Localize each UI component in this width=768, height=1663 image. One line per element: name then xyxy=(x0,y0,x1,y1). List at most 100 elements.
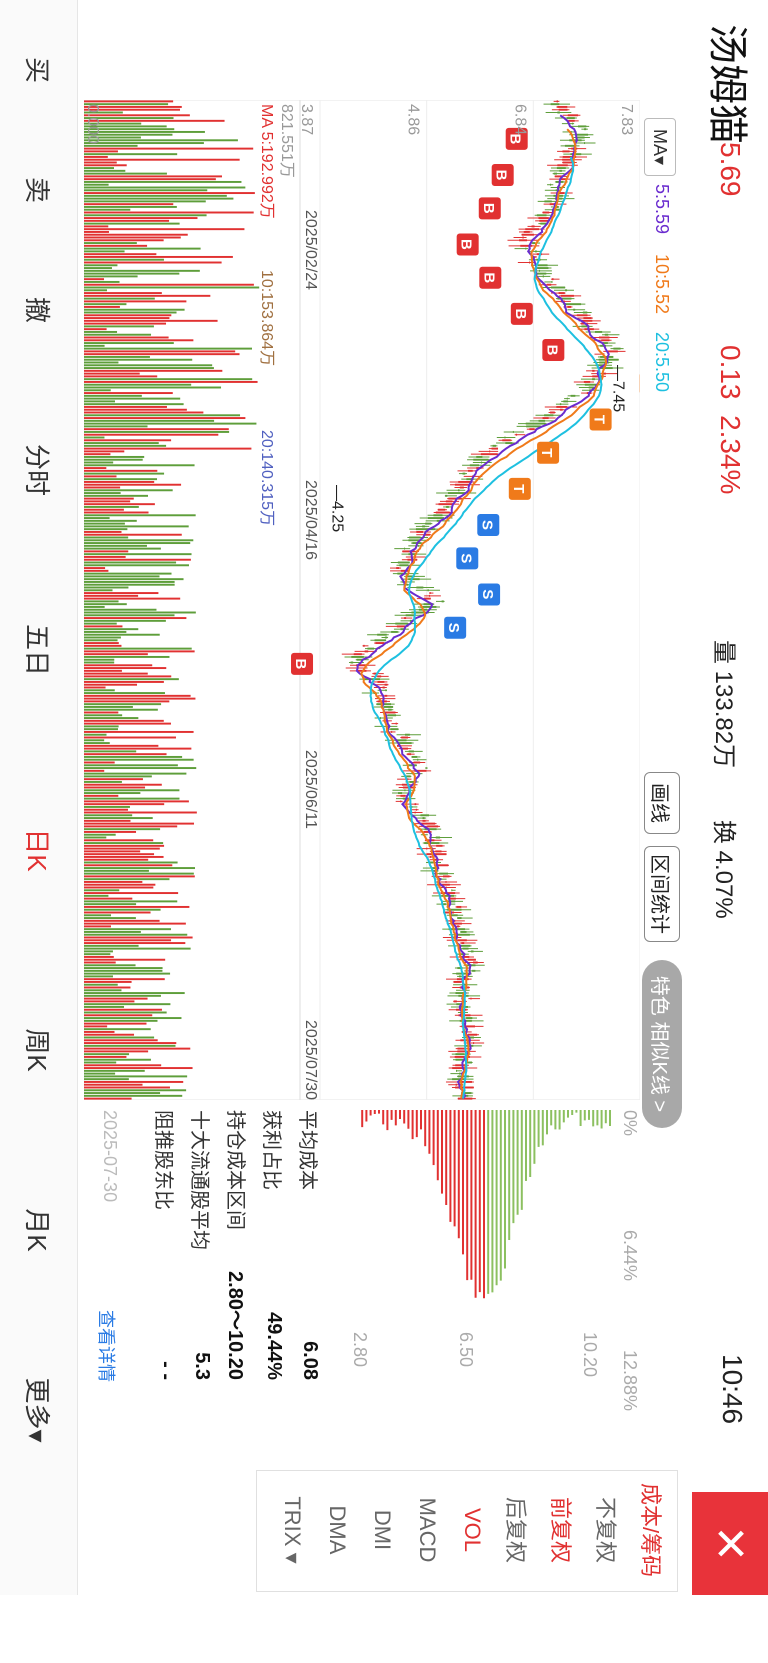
volume-bar xyxy=(84,459,143,461)
volume-bar xyxy=(84,753,167,755)
candle-body xyxy=(568,120,574,122)
candle-body xyxy=(454,1000,457,1002)
volume-bar xyxy=(84,873,194,875)
volume-bar xyxy=(84,553,192,555)
volume-bar xyxy=(84,770,104,772)
candle-body xyxy=(525,248,526,250)
volume-bar xyxy=(84,173,167,175)
volume-bar xyxy=(84,853,154,855)
volume-bar xyxy=(84,964,136,966)
candle-body xyxy=(406,584,408,586)
bottom-tab[interactable]: 撤 xyxy=(10,260,68,360)
candle-body xyxy=(458,489,460,491)
indicator-tab[interactable]: 成本/筹码 xyxy=(633,1475,671,1585)
candle-body xyxy=(462,948,468,950)
bottom-tab[interactable]: 五日 xyxy=(10,600,68,700)
candle-body xyxy=(351,662,354,664)
volume-bar xyxy=(84,953,110,955)
bottom-tab[interactable]: 月K xyxy=(10,1180,68,1280)
indicator-tab[interactable]: TRIX ▾ xyxy=(273,1475,311,1585)
indicator-tab[interactable]: MACD xyxy=(408,1475,446,1585)
volume-bar xyxy=(84,998,148,1000)
volume-bar xyxy=(84,775,152,777)
volume-bar xyxy=(84,584,175,586)
bottom-tab[interactable]: 买 xyxy=(10,20,68,120)
volume-bar xyxy=(84,881,142,883)
draw-line-button[interactable]: 画线 xyxy=(644,772,680,834)
candle-body xyxy=(559,170,562,172)
signal-label: S xyxy=(479,589,496,599)
signal-label: T xyxy=(510,484,527,493)
volume-bar xyxy=(84,384,191,386)
volume-bar xyxy=(84,406,167,408)
volume-bar xyxy=(84,1092,160,1094)
candle-body xyxy=(513,431,514,433)
low-annotation: —4.25 xyxy=(329,485,346,532)
volume-bar xyxy=(84,1098,132,1100)
similar-kline-button[interactable]: 特色 相似K线 > xyxy=(642,960,682,1128)
indicator-tab[interactable]: 不复权 xyxy=(588,1475,626,1585)
bottom-tab[interactable]: 分时 xyxy=(10,420,68,520)
close-button[interactable]: ✕ xyxy=(692,1492,768,1595)
candle-body xyxy=(400,800,401,802)
x-tick-label: 2025/07/30 xyxy=(302,1020,319,1100)
candle-body xyxy=(401,737,408,739)
bottom-tab[interactable]: 日K xyxy=(10,800,68,900)
volume-bar xyxy=(84,931,141,933)
candle-body xyxy=(557,167,566,169)
candle-body xyxy=(568,114,578,116)
candle-body xyxy=(416,587,423,589)
candle-body xyxy=(456,1070,457,1072)
candle-body xyxy=(415,803,417,805)
volume-bar xyxy=(84,162,117,164)
candle-body xyxy=(400,795,405,797)
indicator-tab[interactable]: 前复权 xyxy=(543,1475,581,1585)
volume-bar xyxy=(84,481,154,483)
view-detail-link[interactable]: 查看详情 xyxy=(94,1310,120,1382)
candle-body xyxy=(404,617,406,619)
candle-body xyxy=(416,809,417,811)
indicator-tab[interactable]: DMI xyxy=(363,1475,401,1585)
volume-bar xyxy=(84,917,136,919)
cost-row-value: 49.44% xyxy=(263,1312,286,1380)
indicator-tab[interactable]: VOL xyxy=(453,1475,491,1585)
candle-body xyxy=(460,487,464,489)
candle-body xyxy=(584,128,586,130)
bottom-tab[interactable]: 卖 xyxy=(10,140,68,240)
volume-bar xyxy=(84,523,125,525)
indicator-tab[interactable]: DMA xyxy=(318,1475,356,1585)
volume-bar xyxy=(84,539,193,541)
candle-body xyxy=(385,695,388,697)
candle-body xyxy=(492,448,498,450)
indicator-tab[interactable]: 后复权 xyxy=(498,1475,536,1585)
volume-bar xyxy=(84,225,108,227)
volume-bar xyxy=(84,348,252,350)
volume-bar xyxy=(84,1009,162,1011)
volume-bar xyxy=(84,559,191,561)
candle-body xyxy=(489,450,490,452)
volume-bar xyxy=(84,295,210,297)
high-annotation: —7.45 xyxy=(609,365,626,412)
ma-selector-button[interactable]: MA▾ xyxy=(644,118,676,176)
candle-body xyxy=(423,817,425,819)
volume-bar xyxy=(84,1050,148,1052)
bottom-tab[interactable]: 更多▾ xyxy=(10,1360,68,1460)
candle-body xyxy=(442,600,444,602)
volume-bar xyxy=(84,864,172,866)
volume-bar xyxy=(84,300,186,302)
volume-bar xyxy=(84,725,119,727)
cost-row: 获利占比 49.44% xyxy=(256,1110,292,1380)
volume-bar xyxy=(84,303,126,305)
volume-bar xyxy=(84,498,134,500)
candle-body xyxy=(581,325,587,327)
volume-bar xyxy=(84,620,166,622)
volume-bar xyxy=(84,623,117,625)
volume-bar xyxy=(84,950,113,952)
range-stats-button[interactable]: 区间统计 xyxy=(644,846,680,942)
volume-bar xyxy=(84,1067,193,1069)
candle-body xyxy=(404,789,405,791)
bottom-tab[interactable]: 周K xyxy=(10,1000,68,1100)
signal-label: S xyxy=(445,623,462,633)
kline-chart[interactable]: BBBBBBBTTTTSSSSB7.836.844.863.872025/02/… xyxy=(84,100,640,1100)
volume-bar xyxy=(84,364,212,366)
